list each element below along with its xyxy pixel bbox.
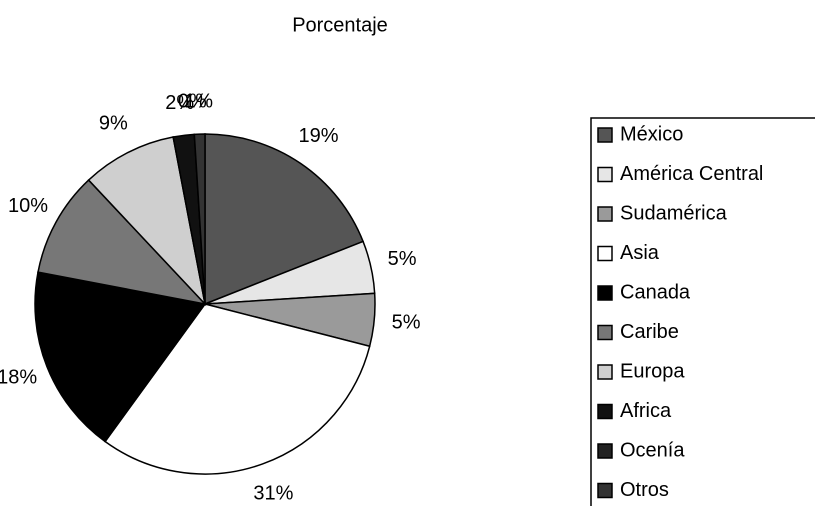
pie-slice	[87, 136, 207, 307]
data-label: 19%	[299, 125, 339, 147]
pie-slice	[193, 133, 206, 305]
legend-swatch	[597, 403, 613, 420]
legend-box	[590, 117, 815, 506]
legend-swatch	[597, 127, 613, 143]
legend-swatch	[597, 364, 613, 380]
legend-swatch	[597, 285, 613, 301]
legend-swatch	[597, 324, 613, 341]
data-label: 9%	[99, 112, 128, 134]
data-label: 18%	[0, 367, 37, 389]
legend-label: México	[620, 123, 683, 145]
pie-slice	[37, 179, 208, 306]
legend-label: América Central	[620, 163, 763, 185]
data-label: 31%	[253, 482, 293, 504]
legend-swatch	[597, 482, 613, 499]
legend-label: Europa	[620, 360, 685, 382]
legend-swatch	[597, 443, 613, 459]
pie-slice	[204, 133, 365, 306]
data-label: 1%	[184, 90, 213, 112]
data-label: 5%	[392, 311, 421, 333]
legend-label: Ocenía	[620, 439, 685, 461]
pie-slice	[34, 271, 207, 443]
legend-label: Asia	[620, 242, 660, 264]
legend-label: Caribe	[620, 321, 679, 343]
chart-title: Porcentaje	[292, 14, 388, 36]
data-label: 5%	[388, 248, 417, 270]
data-label: 0%	[178, 91, 207, 113]
legend-swatch	[597, 166, 613, 183]
legend-label: Africa	[620, 400, 672, 422]
legend-label: Canada	[620, 281, 691, 303]
data-label: 2%	[165, 92, 194, 114]
data-label: 10%	[8, 195, 48, 217]
pie-slice	[104, 303, 371, 475]
legend-swatch	[597, 206, 613, 222]
legend-label: Otros	[620, 479, 669, 501]
legend-swatch	[597, 245, 613, 262]
legend-label: Sudamérica	[620, 202, 728, 224]
